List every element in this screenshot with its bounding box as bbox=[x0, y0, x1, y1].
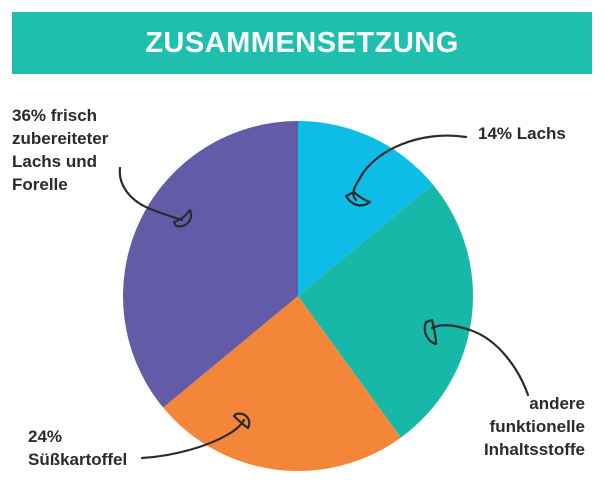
slice-label-line: Lachs und bbox=[12, 152, 98, 171]
page-title: ZUSAMMENSETZUNG bbox=[145, 26, 459, 59]
slice-label-andere: andere funktionelle Inhaltsstoffe bbox=[460, 392, 585, 461]
arrow-line bbox=[430, 324, 530, 397]
slice-label-line: andere bbox=[529, 394, 585, 413]
pie-slice-andere bbox=[298, 184, 474, 438]
slice-label-line: Forelle bbox=[12, 175, 68, 194]
arrow-head-icon bbox=[423, 318, 438, 346]
arrow-suesskartoffel bbox=[140, 412, 251, 460]
slice-label-line: 36% frisch bbox=[12, 106, 98, 125]
arrow-lachs bbox=[344, 134, 468, 207]
slice-label-line: zubereiteter bbox=[12, 129, 109, 148]
pie-slice-suesskartoffel bbox=[163, 296, 401, 472]
arrow-head-icon bbox=[172, 208, 193, 228]
arrow-line bbox=[118, 166, 184, 222]
slice-label-line: funktionelle bbox=[489, 417, 585, 436]
slice-label-line: Inhaltsstoffe bbox=[483, 440, 585, 459]
arrow-head-icon bbox=[232, 412, 251, 430]
arrow-head-icon bbox=[344, 190, 372, 207]
arrow-andere bbox=[423, 318, 530, 397]
slice-label-suesskartoffel: 24% Süßkartoffel bbox=[28, 425, 127, 471]
slice-label-lachs: 14% Lachs bbox=[478, 122, 566, 145]
slice-label-line: Süßkartoffel bbox=[28, 450, 128, 469]
pie-slice-lachs bbox=[298, 121, 433, 296]
slice-label-line: 14% Lachs bbox=[478, 124, 566, 143]
arrow-lachs-forelle bbox=[118, 166, 193, 228]
slice-label-lachs-forelle: 36% frisch zubereiteter Lachs und Forelle bbox=[12, 104, 108, 196]
title-banner: ZUSAMMENSETZUNG bbox=[12, 12, 592, 74]
pie-slice-lachs-forelle bbox=[122, 121, 298, 408]
arrow-line bbox=[352, 134, 468, 202]
slice-label-line: 24% bbox=[28, 427, 63, 446]
